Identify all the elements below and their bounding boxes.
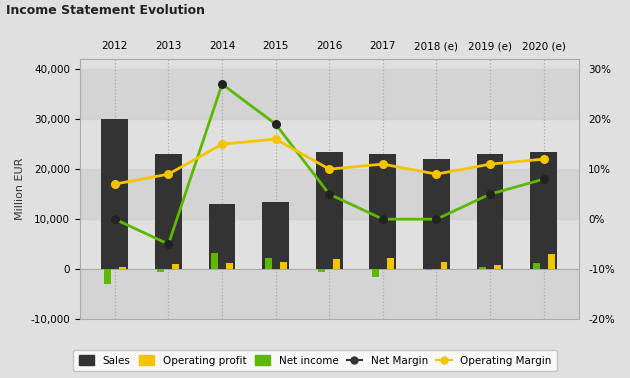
- Bar: [211, 253, 218, 269]
- Bar: [369, 154, 396, 269]
- Bar: [533, 263, 540, 269]
- Net Margin: [272, 122, 280, 126]
- Operating Margin: [379, 162, 387, 166]
- Net Margin: [540, 177, 547, 181]
- Bar: [372, 269, 379, 277]
- Net Margin: [379, 217, 387, 222]
- Bar: [104, 269, 111, 284]
- Bar: [101, 119, 129, 269]
- Net Margin: [486, 192, 494, 197]
- Bar: [155, 154, 182, 269]
- Bar: [318, 269, 325, 272]
- Operating Margin: [433, 172, 440, 177]
- Bar: [479, 267, 486, 269]
- Operating Margin: [540, 157, 547, 161]
- Bar: [173, 264, 180, 269]
- Net Margin: [111, 217, 118, 222]
- Legend: Sales, Operating profit, Net income, Net Margin, Operating Margin: Sales, Operating profit, Net income, Net…: [73, 350, 557, 371]
- Bar: [80, 69, 578, 119]
- Bar: [316, 152, 343, 269]
- Bar: [423, 159, 450, 269]
- Line: Net Margin: Net Margin: [111, 80, 547, 248]
- Bar: [387, 258, 394, 269]
- Net Margin: [326, 192, 333, 197]
- Bar: [494, 265, 501, 269]
- Net Margin: [164, 242, 172, 246]
- Bar: [280, 262, 287, 269]
- Bar: [209, 204, 236, 269]
- Net Margin: [433, 217, 440, 222]
- Bar: [425, 269, 432, 270]
- Text: Income Statement Evolution: Income Statement Evolution: [6, 4, 205, 17]
- Bar: [80, 269, 578, 319]
- Bar: [265, 258, 272, 269]
- Line: Operating Margin: Operating Margin: [111, 135, 547, 188]
- Bar: [477, 154, 503, 269]
- Bar: [119, 267, 126, 269]
- Bar: [80, 169, 578, 219]
- Bar: [440, 262, 447, 269]
- Bar: [333, 259, 340, 269]
- Operating Margin: [164, 172, 172, 177]
- Bar: [158, 269, 164, 272]
- Operating Margin: [111, 182, 118, 186]
- Bar: [530, 152, 557, 269]
- Y-axis label: Million EUR: Million EUR: [15, 158, 25, 220]
- Bar: [226, 263, 233, 269]
- Net Margin: [218, 82, 226, 87]
- Bar: [262, 201, 289, 269]
- Operating Margin: [486, 162, 494, 166]
- Operating Margin: [326, 167, 333, 171]
- Operating Margin: [272, 137, 280, 141]
- Operating Margin: [218, 142, 226, 146]
- Bar: [547, 254, 554, 269]
